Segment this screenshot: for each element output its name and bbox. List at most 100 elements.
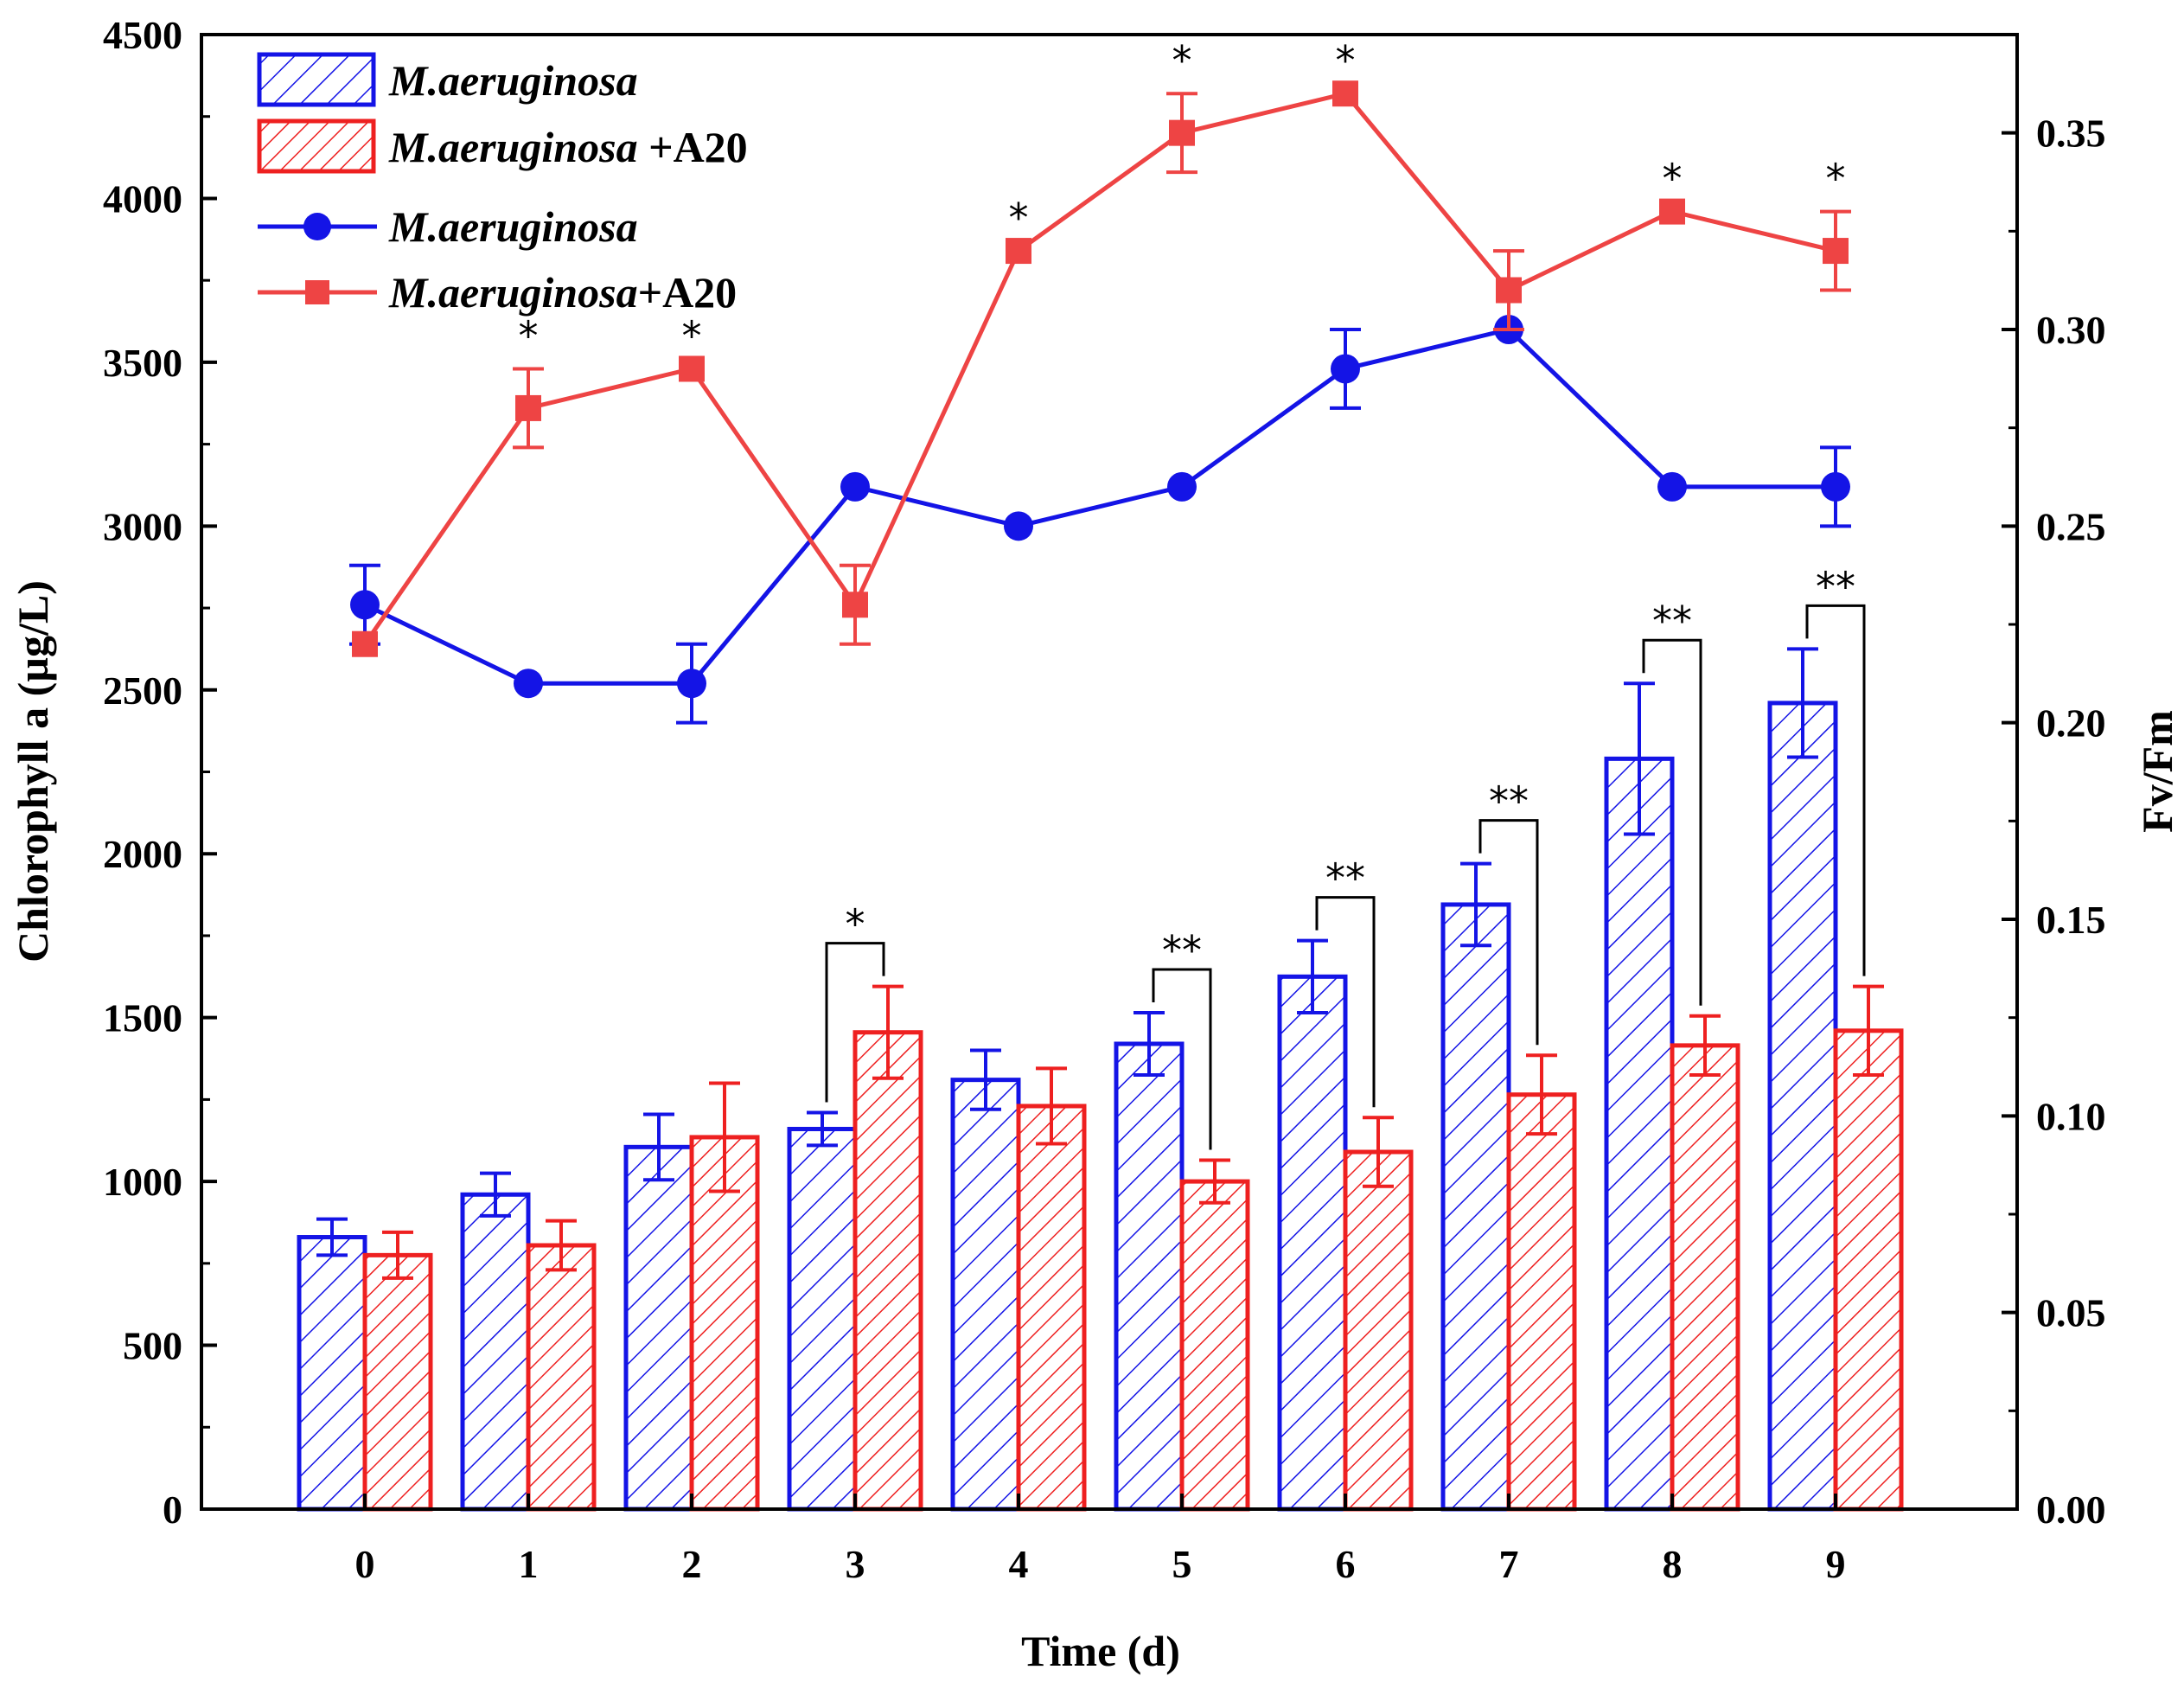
- left-axis-ticks: 0 500 1000 1500 2000 2500 3000 3500 4000 4500: [103, 13, 217, 1532]
- left-tick-label-4500: 4500: [103, 13, 182, 57]
- bar-significance-bracket-d6: [1315, 896, 1376, 1108]
- x-axis-ticks: 0 1 2 3 4 5 6 7 8 9: [355, 1494, 1846, 1586]
- left-tick-label-4000: 4000: [103, 176, 182, 221]
- bar-significance-bracket-d9: [1805, 604, 1866, 976]
- line-point-s1-d5: [1169, 119, 1195, 146]
- bars-layer: [297, 701, 1904, 1512]
- x-tick-label-3: 3: [846, 1542, 865, 1586]
- line-point-s0-d8: [1657, 471, 1687, 502]
- legend-marker-ma-a20: [305, 280, 329, 304]
- left-tick-label-2500: 2500: [103, 669, 182, 713]
- right-tick-label-0.15: 0.15: [2036, 898, 2106, 942]
- bar-significance-bracket-d8: [1642, 638, 1702, 1006]
- line-point-s0-d6: [1331, 354, 1360, 384]
- bar-s1-d1: [526, 1243, 597, 1512]
- line-significance-label-d8: *: [1663, 156, 1683, 202]
- line-point-s1-d1: [515, 394, 541, 421]
- x-tick-label-9: 9: [1826, 1542, 1846, 1586]
- right-tick-label-0.25: 0.25: [2036, 504, 2106, 548]
- bar-s1-d3: [853, 1030, 923, 1512]
- right-tick-label-0.05: 0.05: [2036, 1291, 2106, 1335]
- right-tick-label-0.00: 0.00: [2036, 1487, 2106, 1532]
- x-tick-label-1: 1: [519, 1542, 539, 1586]
- bar-significance-label-d3: *: [846, 901, 865, 948]
- bar-s0-d3: [787, 1126, 858, 1512]
- line-point-s1-d2: [679, 355, 705, 382]
- bar-significance-label-d9: **: [1816, 563, 1855, 610]
- line-point-s1-d6: [1332, 80, 1358, 107]
- left-tick-label-3500: 3500: [103, 341, 182, 385]
- bar-s0-d1: [460, 1192, 531, 1512]
- left-tick-label-0: 0: [163, 1487, 182, 1532]
- x-tick-label-6: 6: [1336, 1542, 1356, 1586]
- legend-label-bar-ma: M.aeruginosa: [388, 56, 638, 105]
- lines-layer: [349, 80, 1851, 725]
- legend-swatch-bar-ma: [257, 52, 376, 107]
- bar-s1-d5: [1179, 1179, 1250, 1512]
- x-tick-label-2: 2: [682, 1542, 702, 1586]
- left-tick-label-2000: 2000: [103, 832, 182, 876]
- line-significance-label-d6: *: [1336, 37, 1356, 84]
- bar-s0-d5: [1114, 1041, 1185, 1512]
- bar-significance-bracket-d3: [825, 942, 885, 1103]
- legend: M.aeruginosa M.aeruginosa +A20 M.aerugin…: [257, 52, 748, 317]
- right-tick-label-0.35: 0.35: [2036, 112, 2106, 156]
- left-tick-label-3000: 3000: [103, 504, 182, 548]
- x-tick-label-7: 7: [1499, 1542, 1519, 1586]
- line-significance-label-d5: *: [1172, 37, 1192, 84]
- bar-s1-d8: [1670, 1043, 1740, 1512]
- line-point-s1-d3: [842, 592, 868, 618]
- x-tick-label-5: 5: [1172, 1542, 1192, 1586]
- bar-significance-bracket-d5: [1152, 968, 1212, 1150]
- x-tick-label-4: 4: [1009, 1542, 1029, 1586]
- bar-s0-d4: [950, 1078, 1021, 1512]
- line-point-s1-d9: [1823, 238, 1849, 265]
- bar-s1-d0: [362, 1252, 433, 1512]
- bar-significance-bracket-d7: [1478, 819, 1539, 1046]
- line-significance-label-d9: *: [1826, 156, 1846, 202]
- legend-marker-ma: [303, 213, 331, 240]
- bar-significance-label-d8: **: [1652, 598, 1692, 644]
- left-tick-label-500: 500: [123, 1324, 182, 1368]
- line-point-s1-d7: [1496, 277, 1522, 304]
- x-tick-label-8: 8: [1663, 1542, 1683, 1586]
- bar-significance-label-d7: **: [1489, 778, 1529, 825]
- bar-s0-d9: [1767, 701, 1838, 1512]
- line-significance-label-d1: *: [519, 312, 539, 359]
- line-point-s0-d1: [514, 669, 543, 699]
- right-axis-ticks: 0.00 0.05 0.10 0.15 0.20 0.25 0.30 0.35: [2002, 112, 2106, 1532]
- line-point-s0-d3: [840, 471, 870, 502]
- x-axis-title: Time (d): [1021, 1627, 1180, 1675]
- right-tick-label-0.10: 0.10: [2036, 1094, 2106, 1138]
- line-significance-label-d2: *: [682, 312, 702, 359]
- line-point-s1-d0: [352, 630, 378, 657]
- line-significance-label-d4: *: [1009, 195, 1029, 241]
- x-tick-label-0: 0: [355, 1542, 375, 1586]
- bar-s1-d7: [1506, 1092, 1577, 1512]
- bar-s0-d8: [1604, 756, 1675, 1512]
- line-point-s0-d5: [1167, 471, 1197, 502]
- bar-significance-brackets: ***********: [825, 563, 1866, 1150]
- line-point-s1-d8: [1659, 198, 1685, 225]
- line-point-s0-d2: [677, 669, 706, 699]
- line-point-s0-d9: [1821, 471, 1850, 502]
- right-axis-title: Fv/Fm: [2133, 710, 2181, 833]
- left-tick-label-1500: 1500: [103, 996, 182, 1040]
- legend-label-line-ma: M.aeruginosa: [388, 202, 638, 251]
- left-axis-title: Chlorophyll a (µg/L): [9, 580, 57, 963]
- left-tick-label-1000: 1000: [103, 1160, 182, 1204]
- legend-swatch-bar-ma-a20: [257, 118, 376, 174]
- line-significance-marks: * * * * * * *: [519, 37, 1846, 359]
- bar-error-bars: [316, 647, 1884, 1280]
- bar-significance-label-d6: **: [1325, 855, 1365, 902]
- bar-s1-d9: [1833, 1028, 1904, 1512]
- right-tick-label-0.20: 0.20: [2036, 701, 2106, 745]
- bar-significance-label-d5: **: [1162, 927, 1202, 974]
- legend-label-line-ma-a20: M.aeruginosa+A20: [388, 268, 737, 317]
- line-s0: [363, 327, 1836, 686]
- legend-label-bar-ma-a20: M.aeruginosa +A20: [388, 123, 748, 171]
- bar-s0-d0: [297, 1235, 367, 1512]
- line-point-s0-d0: [350, 590, 380, 620]
- line-point-s0-d4: [1004, 511, 1033, 541]
